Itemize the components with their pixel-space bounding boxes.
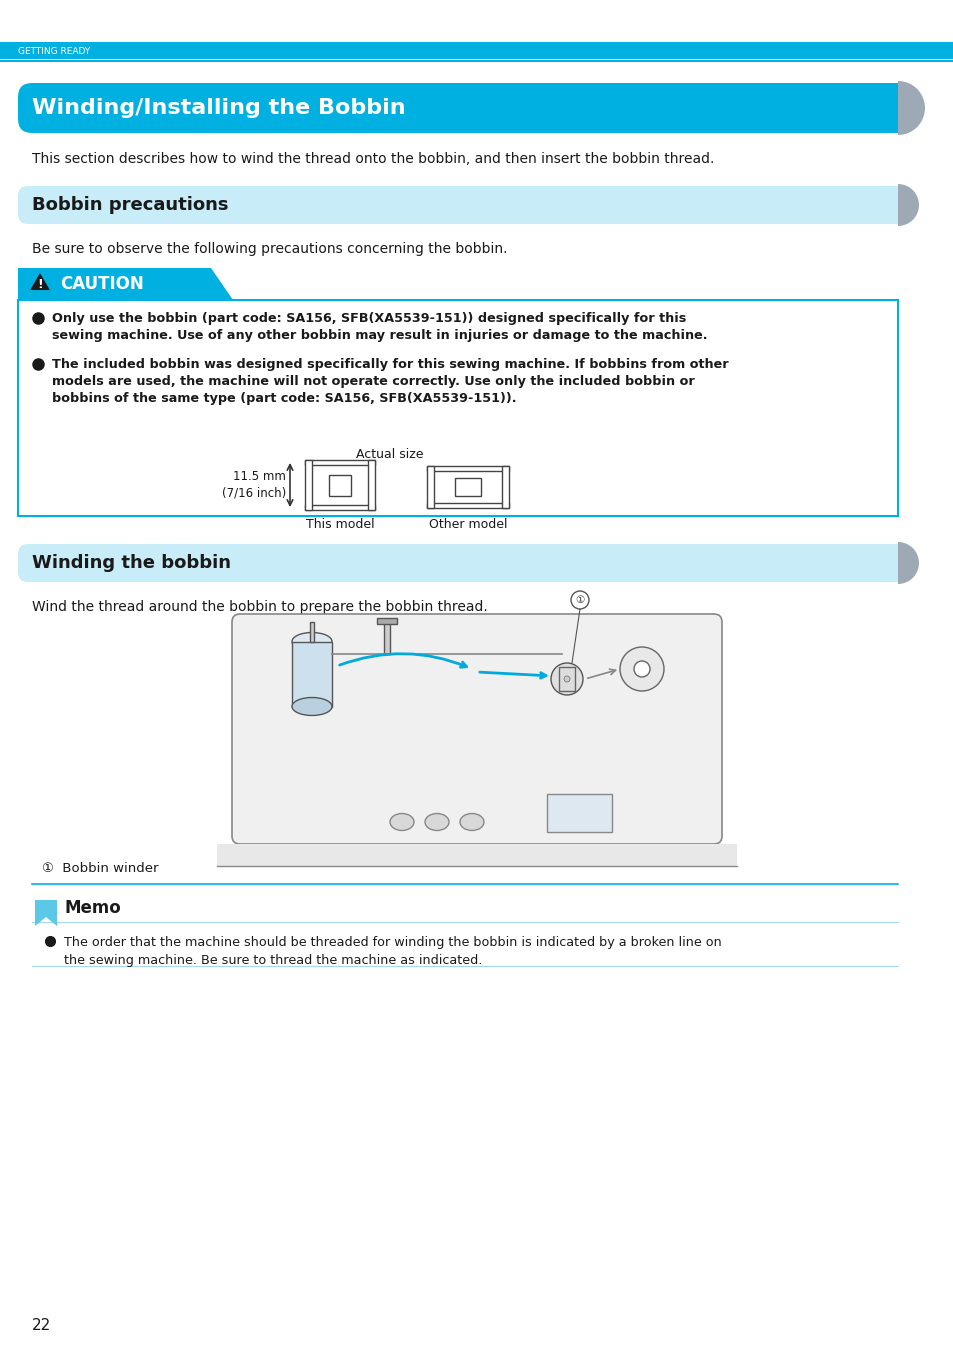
Bar	[870, 84, 897, 133]
Bar	[368, 460, 375, 510]
Wedge shape	[897, 183, 918, 226]
Circle shape	[559, 673, 574, 686]
Ellipse shape	[292, 697, 332, 716]
Ellipse shape	[390, 813, 414, 830]
Bar	[376, 617, 396, 624]
Bar	[329, 474, 351, 496]
Bar	[427, 466, 509, 470]
FancyBboxPatch shape	[18, 186, 897, 224]
FancyBboxPatch shape	[232, 613, 721, 844]
Polygon shape	[35, 900, 57, 926]
Text: The order that the machine should be threaded for winding the bobbin is indicate: The order that the machine should be thr…	[64, 936, 721, 967]
Circle shape	[619, 647, 663, 692]
Text: Wind the thread around the bobbin to prepare the bobbin thread.: Wind the thread around the bobbin to pre…	[32, 600, 487, 613]
Wedge shape	[897, 81, 924, 135]
Bar	[305, 460, 375, 465]
Text: ①: ①	[575, 594, 584, 605]
Text: Be sure to observe the following precautions concerning the bobbin.: Be sure to observe the following precaut…	[32, 243, 507, 256]
Bar	[427, 466, 434, 508]
Text: 11.5 mm
(7/16 inch): 11.5 mm (7/16 inch)	[221, 470, 286, 500]
Bar	[292, 642, 332, 706]
Text: Bobbin precautions: Bobbin precautions	[32, 195, 229, 214]
Polygon shape	[18, 268, 233, 301]
Text: Other model: Other model	[428, 518, 507, 531]
Bar	[546, 794, 612, 832]
Bar	[876, 186, 897, 224]
Bar	[305, 506, 375, 510]
Text: Memo: Memo	[65, 899, 122, 917]
Text: 22: 22	[32, 1318, 51, 1333]
Bar	[0, 42, 953, 62]
Ellipse shape	[292, 632, 332, 651]
Bar	[310, 621, 314, 642]
Bar	[18, 301, 897, 516]
FancyBboxPatch shape	[18, 545, 897, 582]
Bar	[384, 619, 390, 654]
Polygon shape	[30, 274, 50, 290]
Text: Winding/Installing the Bobbin: Winding/Installing the Bobbin	[32, 98, 405, 119]
Text: Actual size: Actual size	[355, 448, 423, 461]
Circle shape	[563, 675, 569, 682]
Bar	[427, 503, 509, 508]
Bar	[455, 479, 480, 496]
Ellipse shape	[424, 813, 449, 830]
Circle shape	[634, 661, 649, 677]
Bar	[216, 844, 737, 865]
Text: Only use the bobbin (part code: SA156, SFB(XA5539-151)) designed specifically fo: Only use the bobbin (part code: SA156, S…	[52, 311, 707, 342]
Bar	[501, 466, 509, 508]
Text: !: !	[37, 279, 43, 291]
Bar	[876, 545, 897, 582]
Text: CAUTION: CAUTION	[60, 275, 144, 293]
Text: GETTING READY: GETTING READY	[18, 47, 91, 57]
Text: Winding the bobbin: Winding the bobbin	[32, 554, 231, 572]
Circle shape	[571, 590, 588, 609]
Text: The included bobbin was designed specifically for this sewing machine. If bobbin: The included bobbin was designed specifi…	[52, 359, 728, 404]
Text: This section describes how to wind the thread onto the bobbin, and then insert t: This section describes how to wind the t…	[32, 152, 714, 166]
Bar	[305, 460, 312, 510]
Circle shape	[551, 663, 582, 696]
Wedge shape	[897, 542, 918, 584]
Ellipse shape	[459, 813, 483, 830]
Text: ①  Bobbin winder: ① Bobbin winder	[42, 861, 158, 875]
FancyBboxPatch shape	[18, 84, 897, 133]
Bar	[558, 667, 575, 692]
Text: This model: This model	[305, 518, 374, 531]
